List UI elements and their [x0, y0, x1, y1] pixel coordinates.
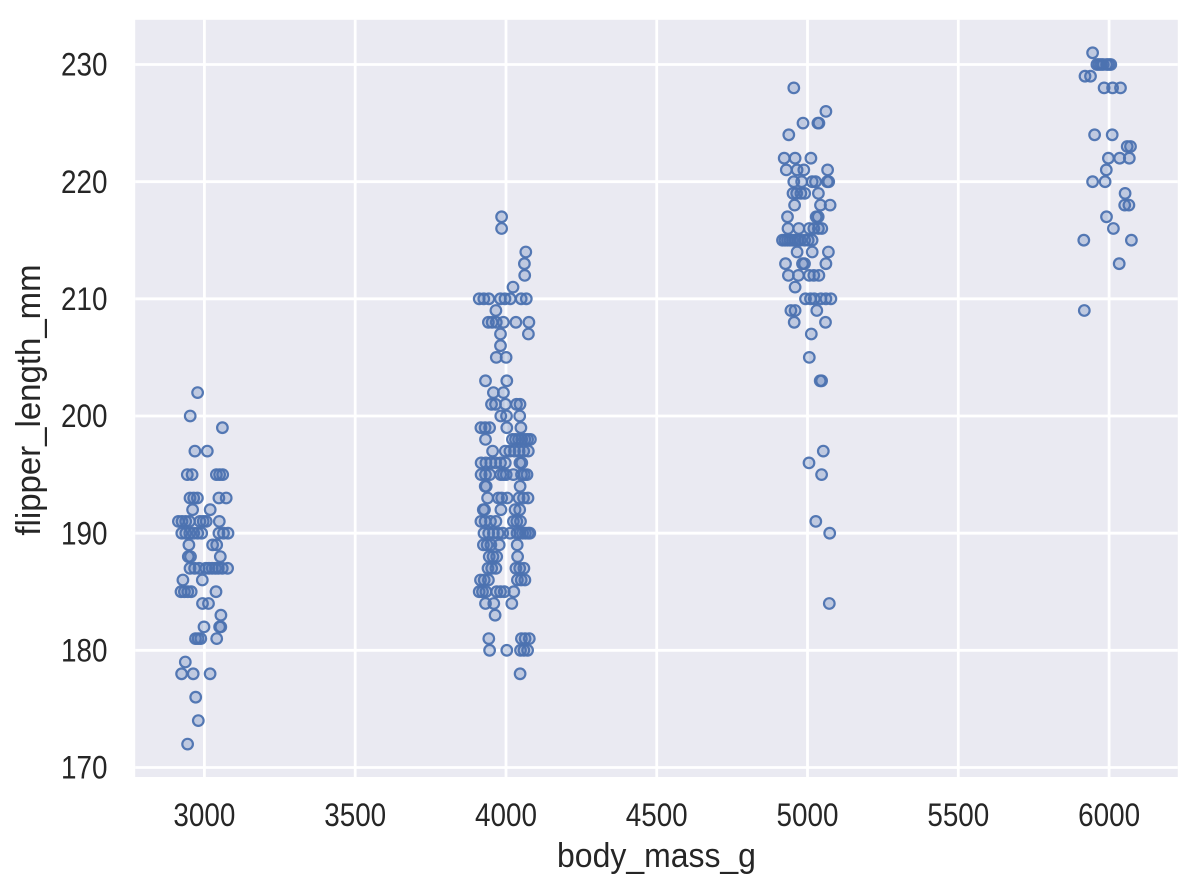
- svg-text:5500: 5500: [927, 798, 989, 833]
- svg-text:220: 220: [61, 165, 107, 200]
- svg-text:200: 200: [61, 399, 107, 434]
- svg-text:180: 180: [61, 634, 107, 669]
- svg-text:body_mass_g: body_mass_g: [557, 836, 756, 874]
- svg-text:190: 190: [61, 517, 107, 552]
- svg-text:4500: 4500: [626, 798, 688, 833]
- svg-text:flipper_length_mm: flipper_length_mm: [11, 264, 49, 535]
- svg-text:5000: 5000: [777, 798, 839, 833]
- svg-text:3500: 3500: [324, 798, 386, 833]
- svg-text:6000: 6000: [1078, 798, 1140, 833]
- svg-text:230: 230: [61, 48, 107, 83]
- svg-text:4000: 4000: [475, 798, 537, 833]
- svg-text:3000: 3000: [173, 798, 235, 833]
- svg-text:170: 170: [61, 751, 107, 786]
- svg-text:210: 210: [61, 282, 107, 317]
